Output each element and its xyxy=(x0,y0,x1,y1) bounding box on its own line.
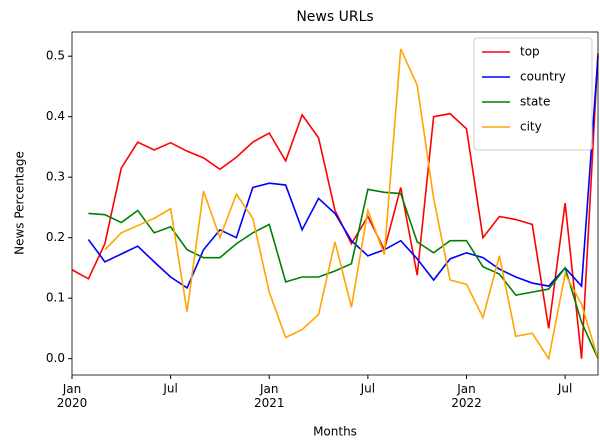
legend-label: country xyxy=(520,70,566,84)
y-axis-label: News Percentage xyxy=(13,151,27,255)
x-tick-label: Jan 2022 xyxy=(451,382,482,410)
x-axis-label: Months xyxy=(313,425,357,439)
legend-box xyxy=(473,37,593,151)
chart-title: News URLs xyxy=(296,9,373,25)
x-tick-label: Jan 2020 xyxy=(57,382,88,410)
legend-label: state xyxy=(520,95,550,109)
x-tick-label: Jan 2021 xyxy=(254,382,285,410)
y-tick-label: 0.2 xyxy=(46,230,65,244)
y-tick-label: 0.1 xyxy=(46,291,65,305)
y-tick-label: 0.0 xyxy=(46,351,65,365)
line-series xyxy=(71,53,599,359)
y-tick-label: 0.4 xyxy=(46,109,65,123)
x-tick-label: Jul xyxy=(360,382,375,396)
line-series xyxy=(104,48,599,361)
x-tick-label: Jul xyxy=(162,382,177,396)
plot-frame xyxy=(71,31,599,376)
legend-label: city xyxy=(520,120,542,134)
x-tick-label: Jul xyxy=(557,382,572,396)
y-tick-label: 0.5 xyxy=(46,49,65,63)
legend-label: top xyxy=(520,45,540,59)
line-series xyxy=(87,56,599,290)
y-tick-label: 0.3 xyxy=(46,170,65,184)
